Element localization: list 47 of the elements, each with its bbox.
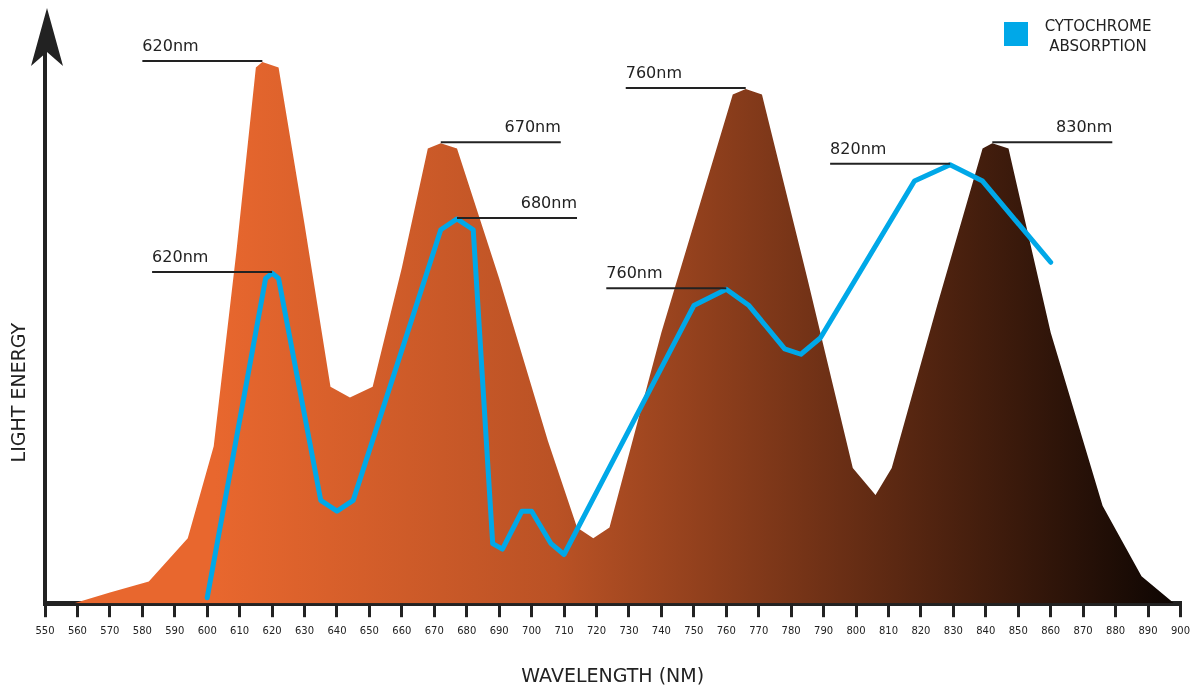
annotation: 680nm — [520, 193, 578, 213]
x-tick-label: 840 — [976, 624, 996, 636]
x-tick-label: 750 — [684, 624, 704, 636]
x-tick-label: 610 — [230, 624, 250, 636]
annotation: 820nm — [830, 138, 887, 158]
x-tick-label: 720 — [586, 624, 607, 636]
x-tick-label: 730 — [619, 624, 639, 636]
x-tick-label: 650 — [359, 624, 379, 636]
annotation: 760nm — [606, 263, 663, 283]
annotation: 830nm — [1056, 117, 1113, 137]
x-tick-label: 570 — [100, 624, 120, 636]
x-tick-label: 660 — [392, 624, 412, 636]
x-tick-label: 780 — [781, 624, 801, 636]
annotation: 760nm — [625, 63, 682, 83]
y-axis-title: LIGHT ENERGY — [6, 322, 29, 463]
x-tick-label: 680 — [457, 624, 477, 636]
legend-label: CYTOCHROME ABSORPTION — [1043, 16, 1153, 56]
x-tick-label: 800 — [846, 624, 866, 636]
x-tick-label: 890 — [1138, 624, 1158, 636]
x-tick-label: 900 — [1170, 624, 1190, 636]
x-tick-label: 550 — [35, 624, 55, 636]
x-tick-label: 870 — [1073, 624, 1093, 636]
x-tick-label: 810 — [878, 624, 899, 636]
x-tick-label: 600 — [197, 624, 217, 636]
x-tick-label: 670 — [424, 624, 444, 636]
annotation: 620nm — [152, 247, 209, 267]
x-tick-label: 630 — [294, 624, 315, 636]
x-tick-label: 590 — [165, 624, 185, 636]
x-tick-label: 740 — [651, 624, 671, 636]
x-tick-label: 700 — [522, 624, 542, 636]
x-tick-label: 820 — [911, 624, 931, 636]
x-tick-label: 860 — [1041, 624, 1061, 636]
annotation: 620nm — [142, 36, 199, 56]
x-tick-label: 760 — [716, 624, 736, 636]
x-axis-title: WAVELENGTH (NM) — [521, 663, 705, 686]
x-tick-label: 830 — [943, 624, 963, 636]
x-tick-label: 560 — [67, 624, 87, 636]
x-tick-label: 880 — [1106, 624, 1126, 636]
x-tick-label: 580 — [132, 624, 152, 636]
x-tick-label: 710 — [554, 624, 574, 636]
x-tick-label: 790 — [814, 624, 834, 636]
x-tick-label: 620 — [262, 624, 282, 636]
x-tick-label: 850 — [1008, 624, 1028, 636]
x-tick-label: 640 — [327, 624, 347, 636]
x-tick-label: 690 — [489, 624, 509, 636]
x-tick-label: 770 — [749, 624, 769, 636]
annotation: 670nm — [504, 117, 561, 137]
